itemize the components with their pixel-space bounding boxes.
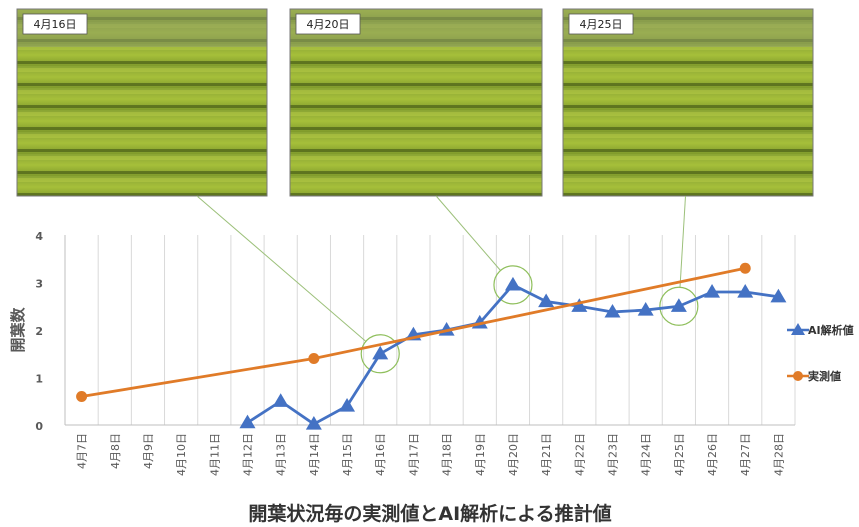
callout-circle — [659, 286, 699, 326]
data-point — [604, 303, 621, 318]
x-tick-label: 4月10日 — [175, 433, 188, 476]
x-tick-label: 4月22日 — [573, 433, 586, 476]
field-photo: 4月16日 — [16, 8, 268, 197]
data-point — [504, 276, 521, 291]
legend-marker — [793, 371, 803, 381]
callout-line — [435, 195, 501, 271]
data-point — [770, 288, 787, 303]
x-tick-label: 4月14日 — [308, 433, 321, 476]
data-point — [305, 416, 322, 430]
callout-line — [196, 195, 367, 342]
legend-item: AI解析値 — [787, 323, 854, 337]
x-tick-label: 4月23日 — [607, 433, 620, 476]
x-tick-label: 4月24日 — [640, 433, 653, 476]
x-tick-label: 4月21日 — [540, 433, 553, 476]
data-point — [239, 414, 256, 429]
field-photo-frame — [289, 8, 543, 197]
data-point — [272, 393, 289, 407]
y-tick-label: 1 — [35, 373, 43, 386]
y-tick-label: 3 — [35, 278, 43, 291]
legend-label: AI解析値 — [808, 323, 854, 337]
x-tick-label: 4月19日 — [474, 433, 487, 476]
data-point — [538, 293, 555, 308]
data-point — [76, 391, 88, 402]
x-tick-label: 4月15日 — [341, 433, 354, 476]
x-tick-label: 4月20日 — [507, 433, 520, 476]
photo-date-box — [295, 13, 361, 35]
x-tick-label: 4月28日 — [772, 433, 785, 476]
chart-title: 開葉状況毎の実測値とAI解析による推計値 — [248, 502, 611, 525]
data-point — [571, 298, 588, 312]
x-tick-label: 4月9日 — [142, 433, 155, 469]
y-axis-label: 開葉数 — [9, 307, 27, 353]
x-tick-label: 4月17日 — [407, 433, 420, 476]
field-photo-frame — [16, 8, 268, 197]
x-tick-label: 4月25日 — [673, 433, 686, 476]
data-point — [737, 284, 754, 298]
x-tick-label: 4月27日 — [739, 433, 752, 476]
x-tick-label: 4月13日 — [275, 433, 288, 476]
y-tick-label: 2 — [35, 325, 43, 338]
legend-marker — [791, 323, 805, 335]
x-tick-label: 4月12日 — [242, 433, 255, 476]
field-photo-frame — [562, 8, 814, 197]
legend-item: 実測値 — [787, 369, 841, 383]
data-point — [308, 353, 320, 364]
data-point — [704, 284, 721, 298]
photo-date-label: 4月25日 — [580, 18, 623, 31]
photo-date-label: 4月20日 — [307, 18, 350, 31]
y-tick-label: 4 — [35, 230, 43, 243]
legend-label: 実測値 — [808, 369, 841, 383]
y-tick-label: 0 — [35, 420, 43, 433]
field-photo: 4月25日 — [562, 8, 814, 197]
x-tick-label: 4月11日 — [208, 433, 221, 476]
data-point — [339, 398, 356, 412]
data-point — [739, 262, 751, 274]
x-tick-label: 4月8日 — [109, 433, 122, 469]
data-point — [637, 302, 654, 316]
x-tick-label: 4月26日 — [706, 433, 719, 476]
data-point — [372, 345, 389, 360]
field-photo: 4月20日 — [289, 8, 543, 197]
callout-line — [679, 195, 686, 288]
photo-date-box — [568, 13, 634, 35]
data-point — [670, 298, 687, 312]
photo-date-label: 4月16日 — [34, 18, 77, 31]
x-tick-label: 4月16日 — [374, 433, 387, 476]
callout-circle — [360, 334, 400, 374]
x-tick-label: 4月18日 — [441, 433, 454, 476]
photo-date-box — [22, 13, 88, 35]
x-tick-label: 4月7日 — [76, 433, 89, 469]
callout-circle — [493, 265, 533, 305]
